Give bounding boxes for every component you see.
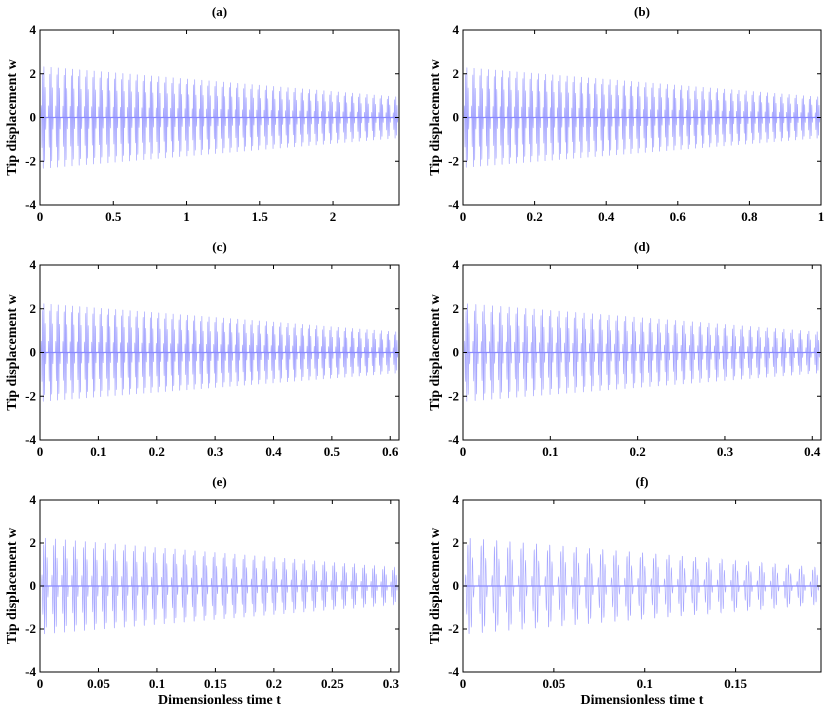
y-tick-label: 4	[453, 492, 460, 507]
y-tick-label: 2	[453, 535, 460, 550]
x-tick-label: 0.3	[207, 444, 224, 459]
panel-title: (c)	[212, 239, 226, 254]
panel-title: (b)	[634, 4, 650, 19]
y-axis-label: Tip displacement w	[428, 58, 443, 175]
y-tick-label: 0	[453, 578, 460, 593]
y-tick-label: 0	[453, 110, 460, 125]
x-tick-label: 0.15	[724, 676, 747, 691]
y-tick-label: -2	[448, 153, 459, 168]
x-tick-label: 1	[183, 209, 190, 224]
x-tick-label: 1	[818, 209, 825, 224]
y-tick-label: 2	[453, 301, 460, 316]
chart-panel-b: 0 0.2 0.4 0.6 0.8 1 -4 -2 0 2 4 (b) Tip displacement…	[428, 4, 824, 224]
y-tick-label: 2	[30, 301, 37, 316]
y-tick-label: -2	[25, 153, 36, 168]
panel-title: (f)	[636, 474, 649, 489]
x-axis-label: Dimensionless time t	[581, 693, 704, 708]
panel-title: (a)	[212, 4, 227, 19]
x-tick-label: 0.25	[321, 676, 344, 691]
x-tick-label: 0.5	[105, 209, 122, 224]
y-tick-label: -2	[448, 388, 459, 403]
x-tick-label: 0.1	[542, 444, 558, 459]
x-tick-label: 0.6	[670, 209, 687, 224]
chart-panel-c: 0 0.1 0.2 0.3 0.4 0.5 0.6 -4 -2 0 2 4 (c) Tip displac…	[5, 239, 400, 459]
y-tick-label: -4	[25, 197, 36, 212]
chart-panel-e: 0 0.05 0.1 0.15 0.2 0.25 0.3 -4 -2 0 2 4 (e) Tip disp…	[5, 474, 400, 708]
y-tick-label: -4	[25, 432, 36, 447]
x-tick-label: 0.4	[265, 444, 282, 459]
x-tick-label: 0	[460, 676, 467, 691]
y-axis-label: Tip displacement w	[5, 527, 20, 644]
x-tick-label: 0.1	[90, 444, 106, 459]
y-axis-label: Tip displacement w	[5, 293, 20, 410]
x-tick-label: 0	[460, 209, 467, 224]
x-tick-label: 0.4	[598, 209, 615, 224]
y-axis-label: Tip displacement w	[5, 58, 20, 175]
y-tick-label: 0	[30, 345, 37, 360]
y-axis-label: Tip displacement w	[428, 293, 443, 410]
chart-panel-d: 0 0.1 0.2 0.3 0.4 -4 -2 0 2 4 (d) Tip displacement …	[428, 239, 822, 459]
panel-title: (d)	[634, 239, 650, 254]
x-tick-label: 1.5	[252, 209, 269, 224]
x-tick-label: 2	[330, 209, 337, 224]
panel-title: (e)	[212, 474, 226, 489]
x-tick-label: 0	[37, 676, 44, 691]
x-tick-label: 0.3	[383, 676, 400, 691]
x-tick-label: 0.2	[526, 209, 542, 224]
x-tick-label: 0	[37, 209, 44, 224]
y-tick-label: 0	[30, 578, 37, 593]
y-tick-label: -4	[448, 197, 459, 212]
y-tick-label: 4	[453, 257, 460, 272]
y-tick-label: -2	[25, 621, 36, 636]
y-tick-label: 2	[453, 66, 460, 81]
y-tick-label: 4	[30, 22, 37, 37]
x-tick-label: 0.05	[542, 676, 565, 691]
y-tick-label: 0	[30, 110, 37, 125]
y-tick-label: 4	[453, 22, 460, 37]
chart-panel-a: 0 0.5 1 1.5 2 -4 -2 0 2 4 (a) Tip displacement w	[5, 4, 400, 224]
x-tick-label: 0.3	[717, 444, 734, 459]
x-tick-label: 0.5	[324, 444, 341, 459]
y-tick-label: -2	[448, 621, 459, 636]
x-tick-label: 0.2	[266, 676, 282, 691]
x-tick-label: 0.4	[804, 444, 821, 459]
y-axis-label: Tip displacement w	[428, 527, 443, 644]
x-tick-label: 0.8	[741, 209, 758, 224]
x-tick-label: 0.1	[637, 676, 653, 691]
y-tick-label: -2	[25, 388, 36, 403]
y-tick-label: 0	[453, 345, 460, 360]
x-tick-label: 0.6	[382, 444, 399, 459]
x-tick-label: 0	[37, 444, 44, 459]
x-tick-label: 0.05	[87, 676, 110, 691]
x-axis-label: Dimensionless time t	[158, 693, 281, 708]
x-tick-label: 0	[460, 444, 467, 459]
y-tick-label: -4	[448, 664, 459, 679]
x-tick-label: 0.2	[149, 444, 165, 459]
y-tick-label: 2	[30, 535, 37, 550]
y-tick-label: 4	[30, 257, 37, 272]
chart-panel-f: 0 0.05 0.1 0.15 -4 -2 0 2 4 (f) Tip displacement w…	[428, 474, 822, 708]
y-tick-label: 2	[30, 66, 37, 81]
y-tick-label: 4	[30, 492, 37, 507]
x-tick-label: 0.1	[149, 676, 165, 691]
x-tick-label: 0.15	[204, 676, 227, 691]
x-tick-label: 0.2	[630, 444, 646, 459]
y-tick-label: -4	[25, 664, 36, 679]
y-tick-label: -4	[448, 432, 459, 447]
